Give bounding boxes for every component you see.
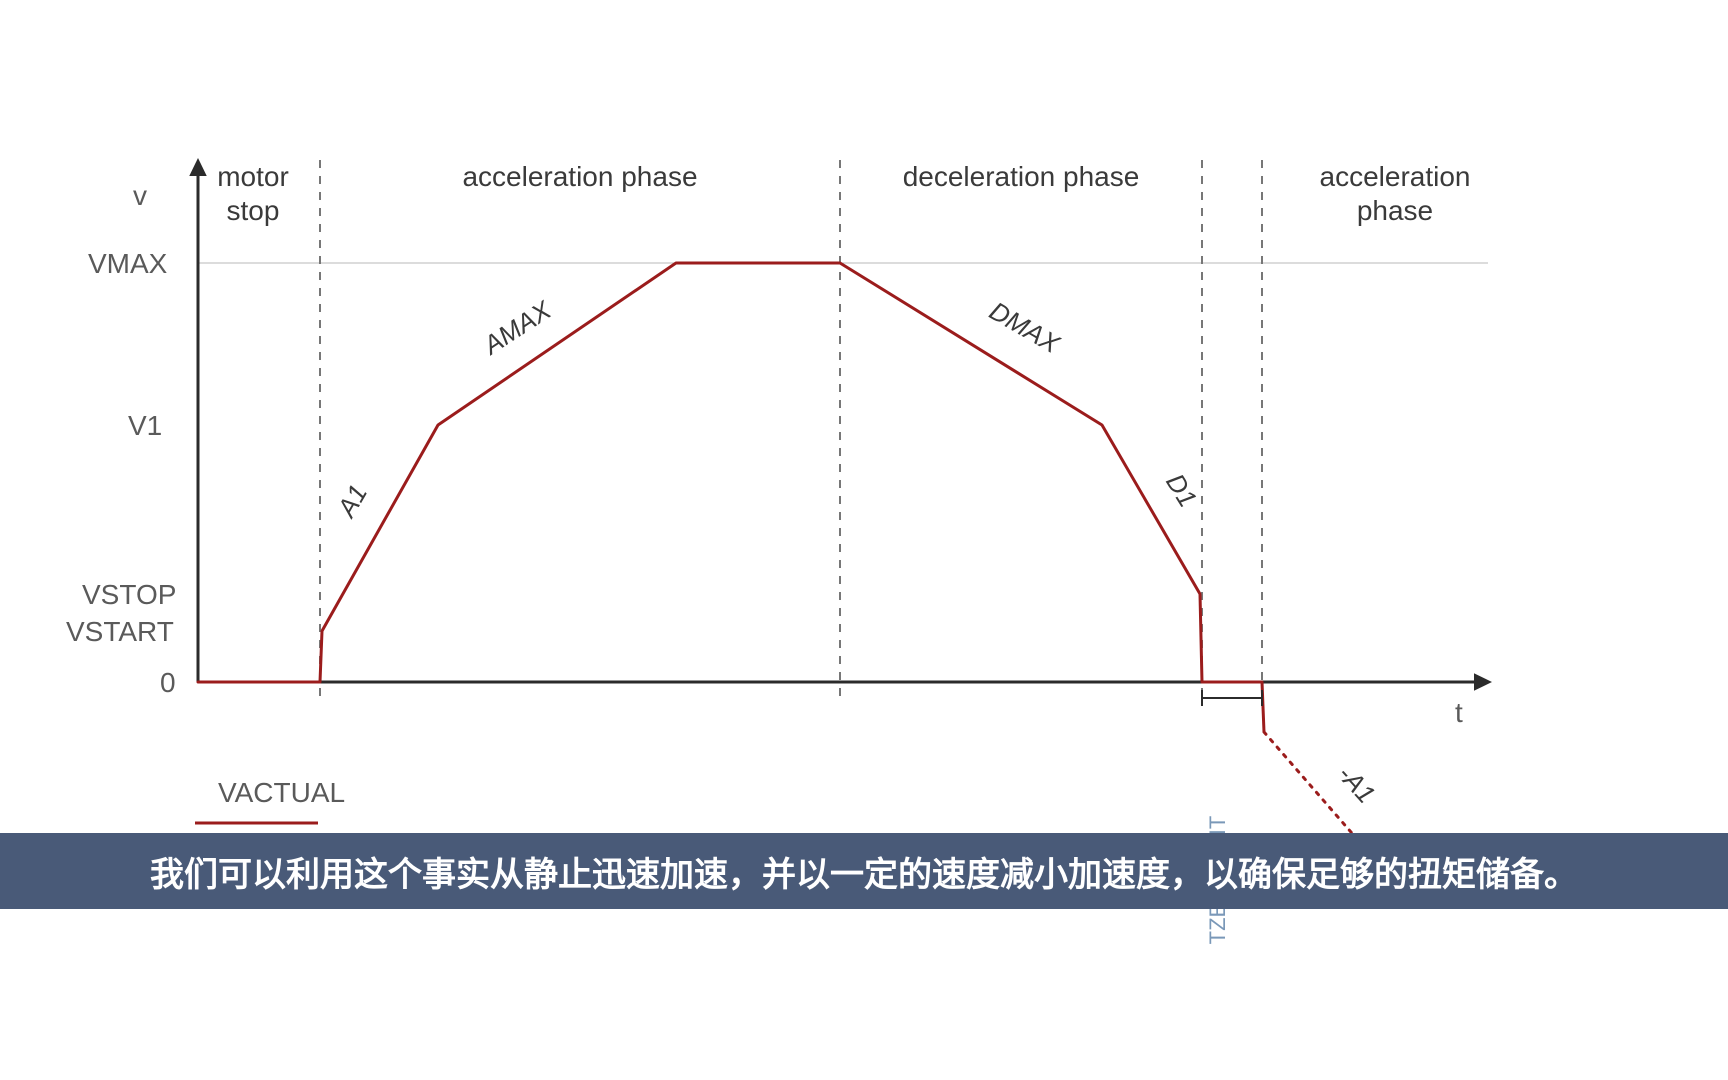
x-axis-arrow — [1474, 673, 1492, 691]
phase-label-accel2-l1: acceleration — [1320, 161, 1471, 192]
caption-text: 我们可以利用这个事实从静止迅速加速，并以一定的速度减小加速度，以确保足够的扭矩储… — [150, 847, 1578, 896]
x-axis-label: t — [1455, 697, 1463, 728]
velocity-profile-diagram: v t VMAX V1 VSTOP VSTART 0 motorstop acceleratio… — [0, 0, 1728, 1080]
phase-label-accel-l1: acceleration phase — [462, 161, 697, 192]
neg-curve-solid — [1262, 682, 1264, 732]
segment-label-negA1: -A1 — [1332, 759, 1381, 809]
ylabel-VMAX: VMAX — [88, 248, 168, 279]
y-axis-label: v — [133, 180, 147, 211]
phase-label-accel2-l2: phase — [1357, 195, 1433, 226]
velocity-curve — [198, 263, 1262, 682]
ylabel-zero: 0 — [160, 667, 176, 698]
phase-label-motor-stop-l1: motor — [217, 161, 289, 192]
segment-label-A1: A1 — [330, 479, 373, 523]
caption-bar: 我们可以利用这个事实从静止迅速加速，并以一定的速度减小加速度，以确保足够的扭矩储… — [0, 833, 1728, 909]
phase-label-motor-stop-l2: stop — [227, 195, 280, 226]
ylabel-VSTART: VSTART — [66, 616, 174, 647]
segment-label-D1: D1 — [1160, 468, 1203, 512]
ylabel-VSTOP: VSTOP — [82, 579, 176, 610]
ylabel-V1: V1 — [128, 410, 162, 441]
legend-label: VACTUAL — [218, 777, 345, 808]
y-axis-arrow — [189, 158, 207, 176]
phase-label-decel-l1: deceleration phase — [903, 161, 1140, 192]
segment-label-DMAX: DMAX — [984, 295, 1065, 359]
